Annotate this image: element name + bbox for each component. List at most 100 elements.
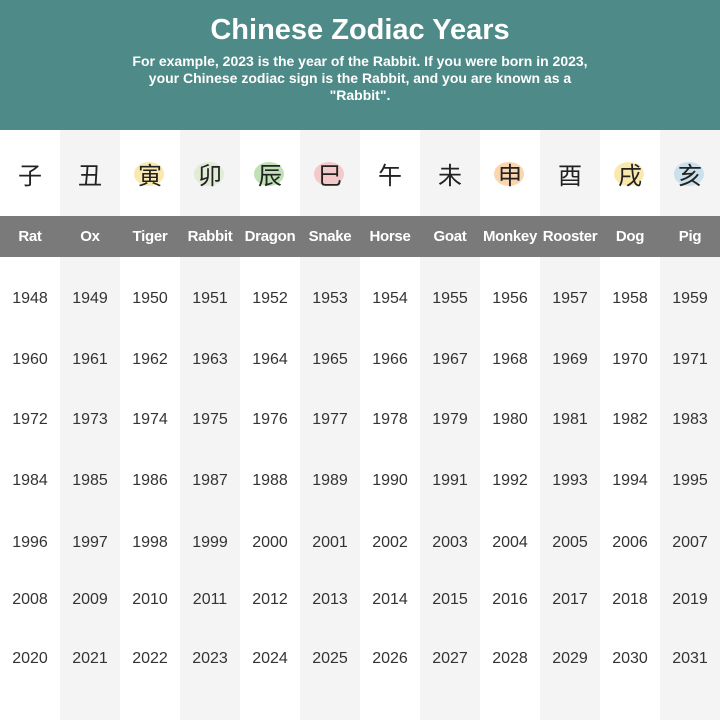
year-cell: 2004 xyxy=(492,534,528,551)
zodiac-icon: 辰 xyxy=(240,130,300,216)
year-cell: 1983 xyxy=(672,411,708,428)
year-cell: 1960 xyxy=(12,351,48,368)
icon-glyph: 亥 xyxy=(678,161,702,190)
year-cell: 1957 xyxy=(552,290,588,307)
table-column: 申 Monkey 1956 1968 1980 1992 2004 2016 2028 xyxy=(480,130,540,720)
icon-blob xyxy=(494,162,524,186)
year-cell: 1981 xyxy=(552,411,588,428)
year-cell: 1951 xyxy=(192,290,228,307)
year-cell: 1974 xyxy=(132,411,168,428)
icon-glyph: 卯 xyxy=(198,161,222,190)
year-cell: 1984 xyxy=(12,472,48,489)
year-cell: 1972 xyxy=(12,411,48,428)
year-cell: 1998 xyxy=(132,534,168,551)
zodiac-icon: 巳 xyxy=(300,130,360,216)
year-cell: 2020 xyxy=(12,650,48,667)
year-cell: 1990 xyxy=(372,472,408,489)
zodiac-icon: 亥 xyxy=(660,130,720,216)
table-column: 寅 Tiger 1950 1962 1974 1986 1998 2010 2022 xyxy=(120,130,180,720)
zodiac-icon: 子 xyxy=(0,130,60,216)
year-cell: 1965 xyxy=(312,351,348,368)
year-cell: 1985 xyxy=(72,472,108,489)
year-cell: 1994 xyxy=(612,472,648,489)
icon-glyph: 辰 xyxy=(258,161,282,190)
icon-blob xyxy=(614,162,644,186)
year-cell: 2002 xyxy=(372,534,408,551)
table-column: 卯 Rabbit 1951 1963 1975 1987 1999 2011 2023 xyxy=(180,130,240,720)
year-cell: 1989 xyxy=(312,472,348,489)
icon-glyph: 午 xyxy=(378,161,402,190)
year-cell: 1986 xyxy=(132,472,168,489)
year-cell: 2010 xyxy=(132,591,168,608)
year-cell: 1968 xyxy=(492,351,528,368)
icon-glyph: 寅 xyxy=(138,161,162,190)
table-column: 未 Goat 1955 1967 1979 1991 2003 2015 2027 xyxy=(420,130,480,720)
table-column: 戌 Dog 1958 1970 1982 1994 2006 2018 2030 xyxy=(600,130,660,720)
year-cell: 1988 xyxy=(252,472,288,489)
zodiac-icon: 卯 xyxy=(180,130,240,216)
icon-glyph: 申 xyxy=(498,161,522,190)
icon-blob xyxy=(674,162,704,186)
year-cell: 1966 xyxy=(372,351,408,368)
year-cell: 1979 xyxy=(432,411,468,428)
year-cell: 1963 xyxy=(192,351,228,368)
year-cell: 2016 xyxy=(492,591,528,608)
year-cell: 2017 xyxy=(552,591,588,608)
year-cell: 1969 xyxy=(552,351,588,368)
year-cell: 2001 xyxy=(312,534,348,551)
title: Chinese Zodiac Years xyxy=(210,14,510,46)
header: Chinese Zodiac Years For example, 2023 i… xyxy=(0,0,720,130)
year-cell: 1991 xyxy=(432,472,468,489)
year-cell: 2015 xyxy=(432,591,468,608)
year-cell: 2023 xyxy=(192,650,228,667)
year-cell: 1975 xyxy=(192,411,228,428)
year-cell: 1954 xyxy=(372,290,408,307)
year-cell: 1992 xyxy=(492,472,528,489)
year-cell: 2019 xyxy=(672,591,708,608)
column-header: Monkey xyxy=(480,216,540,257)
year-cell: 2005 xyxy=(552,534,588,551)
column-header: Ox xyxy=(60,216,120,257)
column-header: Dragon xyxy=(240,216,300,257)
year-cell: 1999 xyxy=(192,534,228,551)
icon-glyph: 酉 xyxy=(558,161,582,190)
year-cell: 1976 xyxy=(252,411,288,428)
year-cell: 2009 xyxy=(72,591,108,608)
zodiac-icon: 寅 xyxy=(120,130,180,216)
year-cell: 1971 xyxy=(672,351,708,368)
year-cell: 1967 xyxy=(432,351,468,368)
year-cell: 1962 xyxy=(132,351,168,368)
zodiac-icon: 酉 xyxy=(540,130,600,216)
zodiac-icon: 戌 xyxy=(600,130,660,216)
column-header: Dog xyxy=(600,216,660,257)
table-column: 巳 Snake 1953 1965 1977 1989 2001 2013 2025 xyxy=(300,130,360,720)
zodiac-icon: 丑 xyxy=(60,130,120,216)
year-cell: 2030 xyxy=(612,650,648,667)
table-column: 丑 Ox 1949 1961 1973 1985 1997 2009 2021 xyxy=(60,130,120,720)
year-cell: 2011 xyxy=(192,591,228,608)
year-cell: 1958 xyxy=(612,290,648,307)
description: For example, 2023 is the year of the Rab… xyxy=(132,53,588,103)
year-cell: 2024 xyxy=(252,650,288,667)
year-cell: 1948 xyxy=(12,290,48,307)
icon-glyph: 丑 xyxy=(78,161,102,190)
year-cell: 2029 xyxy=(552,650,588,667)
year-cell: 2007 xyxy=(672,534,708,551)
year-cell: 2025 xyxy=(312,650,348,667)
year-cell: 2014 xyxy=(372,591,408,608)
column-header: Rooster xyxy=(540,216,600,257)
column-header: Snake xyxy=(300,216,360,257)
year-cell: 2003 xyxy=(432,534,468,551)
column-header: Rat xyxy=(0,216,60,257)
year-cell: 1955 xyxy=(432,290,468,307)
year-cell: 1950 xyxy=(132,290,168,307)
year-cell: 1961 xyxy=(72,351,108,368)
year-cell: 1987 xyxy=(192,472,228,489)
year-cell: 1953 xyxy=(312,290,348,307)
zodiac-icon: 申 xyxy=(480,130,540,216)
year-cell: 2013 xyxy=(312,591,348,608)
icon-blob xyxy=(254,162,284,186)
table-column: 亥 Pig 1959 1971 1983 1995 2007 2019 2031 xyxy=(660,130,720,720)
year-cell: 1995 xyxy=(672,472,708,489)
